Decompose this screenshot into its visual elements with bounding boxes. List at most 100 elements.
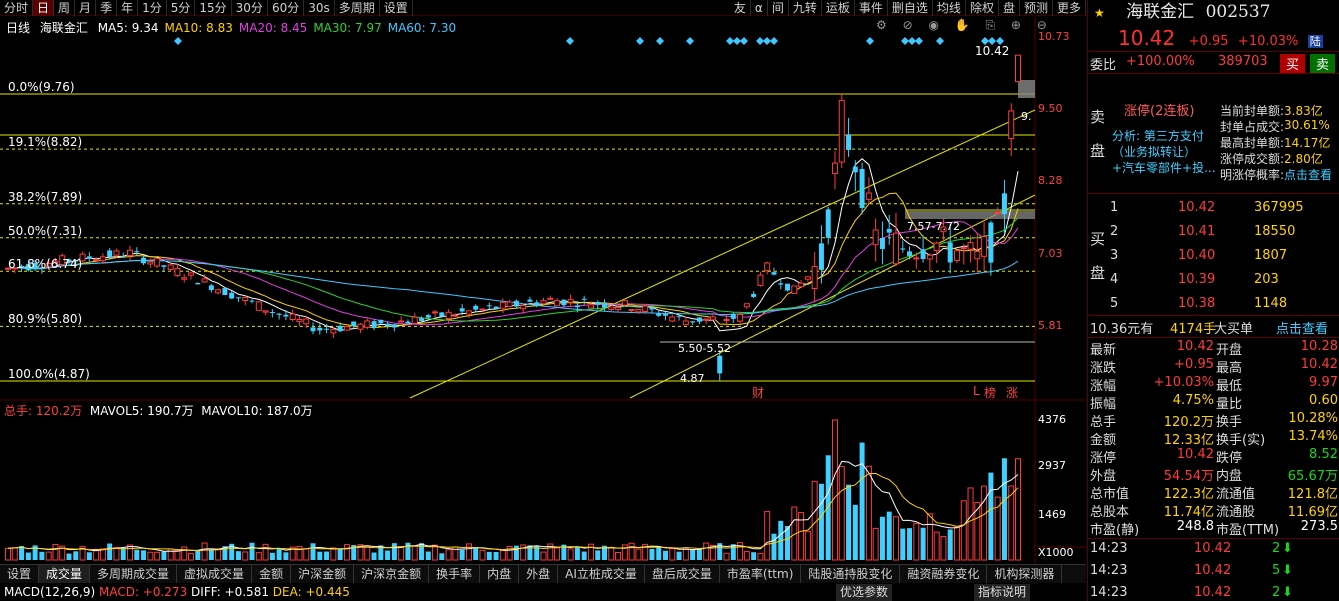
- price-pct: +10.03%: [1237, 34, 1299, 49]
- candle-body: [872, 229, 879, 246]
- toolbar-tool-8[interactable]: 除权: [966, 0, 999, 16]
- period-tab-1[interactable]: 日: [33, 0, 55, 16]
- bang-mark[interactable]: 榜: [984, 386, 997, 400]
- candle-body: [737, 313, 744, 322]
- indicator-tab-12[interactable]: 市盈率(ttm): [720, 565, 802, 583]
- macd-legend: MACD(12,26,9) MACD: +0.273 DIFF: +0.581 …: [0, 584, 1086, 601]
- optimal-params-button[interactable]: 优选参数: [836, 584, 893, 601]
- indicator-tab-3[interactable]: 虚拟成交量: [177, 565, 253, 583]
- stat-key: 最高: [1216, 361, 1243, 376]
- indicator-tab-14[interactable]: 融资融券变化: [900, 565, 988, 583]
- candle-body: [785, 283, 791, 291]
- indicator-tab-7[interactable]: 换手率: [429, 565, 481, 583]
- period-tab-7[interactable]: 5分: [167, 0, 196, 16]
- buy-button[interactable]: 买: [1280, 54, 1306, 73]
- indicator-tab-0[interactable]: 设置: [0, 565, 40, 583]
- period-tab-2[interactable]: 周: [54, 0, 76, 16]
- period-tab-13[interactable]: 设置: [380, 0, 413, 16]
- zhang-mark[interactable]: 涨: [1006, 386, 1019, 400]
- indicator-tab-13[interactable]: 陆股通持股变化: [801, 565, 901, 583]
- period-tab-10[interactable]: 60分: [268, 0, 305, 16]
- indicator-tab-11[interactable]: 盘后成交量: [645, 565, 720, 583]
- period-tab-0[interactable]: 分时: [0, 0, 34, 16]
- seal-value: 3.83亿: [1284, 104, 1323, 118]
- period-tab-9[interactable]: 30分: [232, 0, 268, 16]
- star-icon[interactable]: ★: [1094, 6, 1105, 20]
- toolbar-tool-6[interactable]: 删自选: [888, 0, 933, 16]
- indicator-tab-10[interactable]: AI立桩成交量: [558, 565, 645, 583]
- volume-bar: [66, 553, 72, 560]
- period-tab-12[interactable]: 多周期: [335, 0, 380, 16]
- candle-body: [967, 242, 974, 250]
- candle-body: [215, 289, 222, 294]
- volume-bar: [859, 442, 865, 560]
- event-diamond: [866, 37, 874, 45]
- volume-bar: [99, 548, 106, 561]
- sell-side-label: 卖盘: [1090, 108, 1106, 160]
- bid-row-4[interactable]: 5 10.38 1148: [1088, 296, 1339, 314]
- candle-body: [147, 261, 154, 265]
- toolbar-tool-1[interactable]: α: [751, 0, 768, 16]
- toolbar-tool-11[interactable]: 更多: [1053, 0, 1086, 16]
- indicator-tab-5[interactable]: 沪深金额: [291, 565, 355, 583]
- indicator-tab-1[interactable]: 成交量: [39, 565, 91, 583]
- candle-body: [324, 328, 330, 330]
- period-tab-11[interactable]: 30s: [304, 0, 335, 16]
- toolbar-tool-0[interactable]: 友: [730, 0, 751, 16]
- candle-body: [947, 242, 953, 263]
- price-change: +0.95: [1188, 34, 1229, 49]
- volume-bar: [357, 544, 364, 561]
- bid-row-1[interactable]: 2 10.41 18550: [1088, 224, 1339, 242]
- toolbar-tool-3[interactable]: 九转: [789, 0, 822, 16]
- indicator-tab-8[interactable]: 内盘: [480, 565, 520, 583]
- period-tab-6[interactable]: 1分: [138, 0, 167, 16]
- indicator-tab-6[interactable]: 沪深京金额: [354, 565, 430, 583]
- volume-bar: [825, 455, 831, 560]
- candle-body: [540, 300, 547, 305]
- stat-row-9: 总股本 11.74亿 流通股 11.69亿: [1088, 501, 1339, 520]
- limit-analysis[interactable]: 分析: 第三方支付（业务拟转让）+汽车零部件+投...: [1112, 129, 1216, 175]
- candle-body: [663, 313, 669, 316]
- period-tab-5[interactable]: 年: [117, 0, 139, 16]
- period-tab-4[interactable]: 季: [96, 0, 118, 16]
- volume-bar: [513, 545, 519, 560]
- indicator-tab-2[interactable]: 多周期成交量: [90, 565, 178, 583]
- volume-bar: [269, 552, 275, 560]
- indicator-tab-4[interactable]: 金额: [252, 565, 292, 583]
- toolbar-tool-5[interactable]: 事件: [855, 0, 888, 16]
- diff-value: DIFF: +0.581: [191, 585, 269, 599]
- period-tab-8[interactable]: 15分: [195, 0, 232, 16]
- candlestick-chart[interactable]: [0, 0, 1086, 564]
- toolbar-tool-2[interactable]: 间: [768, 0, 789, 16]
- toolbar-tool-9[interactable]: 盘: [999, 0, 1020, 16]
- candle-body: [357, 323, 364, 330]
- chart-tool-icons[interactable]: ⚙ ⊘ ◉ ✋ ⎘ ⊕ ⊖: [876, 18, 1053, 32]
- toolbar-tool-4[interactable]: 运板: [822, 0, 855, 16]
- candle-body: [32, 263, 38, 269]
- bid-row-0[interactable]: 1 10.42 367995: [1088, 200, 1339, 218]
- period-tab-3[interactable]: 月: [75, 0, 97, 16]
- candle-body: [127, 249, 134, 256]
- volume-bar: [195, 551, 201, 560]
- tick-row-2: 14:23 10.42 2 ⬇: [1088, 585, 1339, 601]
- stat-row-3: 振幅 4.75% 量比 0.60: [1088, 393, 1339, 412]
- l-mark[interactable]: L: [973, 384, 980, 398]
- last-price: 10.42: [1118, 26, 1176, 50]
- indicator-tab-15[interactable]: 机构探测器: [987, 565, 1063, 583]
- stat-value: 10.42: [1176, 447, 1214, 462]
- bid-row-2[interactable]: 3 10.40 1807: [1088, 248, 1339, 266]
- indicator-help-button[interactable]: 指标说明: [974, 584, 1031, 601]
- toolbar-tool-7[interactable]: 均线: [933, 0, 966, 16]
- indicator-tab-9[interactable]: 外盘: [519, 565, 559, 583]
- sell-button[interactable]: 卖: [1310, 54, 1336, 73]
- toolbar-tool-10[interactable]: 预测: [1020, 0, 1053, 16]
- volume-bar: [642, 543, 649, 561]
- bid-row-3[interactable]: 4 10.39 203: [1088, 272, 1339, 290]
- bid-volume: 18550: [1254, 224, 1296, 239]
- big-order-link[interactable]: 点击查看: [1276, 322, 1329, 337]
- candle-body: [208, 285, 214, 291]
- stat-value: +10.03%: [1153, 375, 1214, 390]
- finance-mark[interactable]: 财: [752, 386, 765, 400]
- volume-legend: 总手: 120.2万 MAVOL5: 190.7万 MAVOL10: 187.0…: [4, 402, 313, 419]
- seal-value[interactable]: 点击查看: [1284, 168, 1333, 182]
